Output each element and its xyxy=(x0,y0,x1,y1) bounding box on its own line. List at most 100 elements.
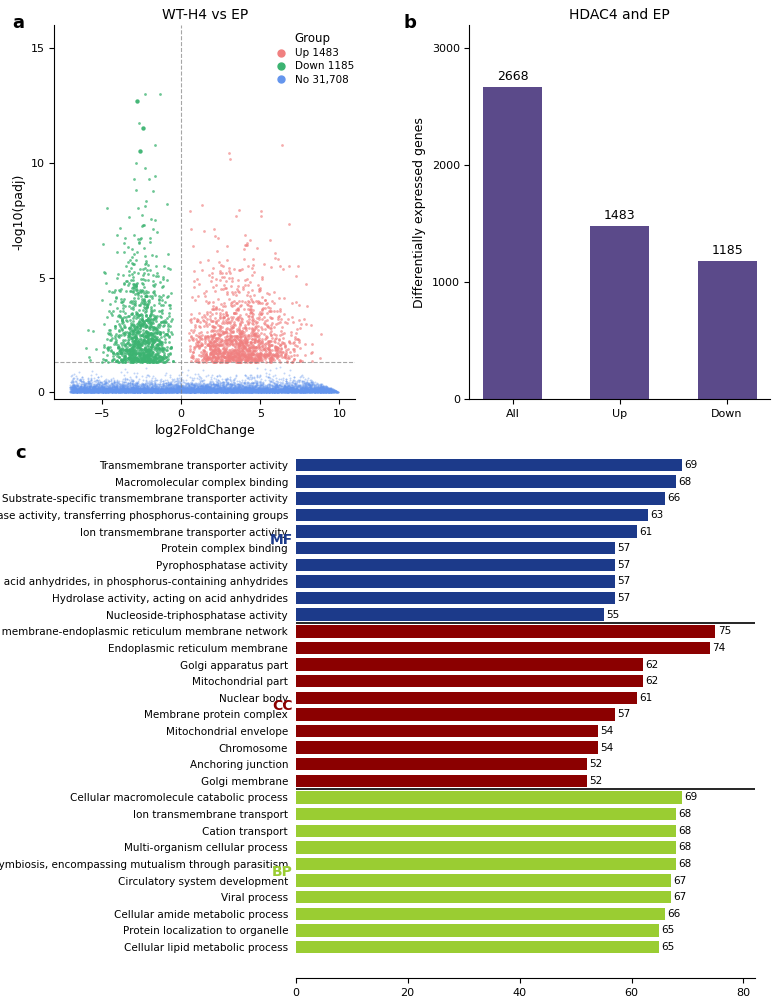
Point xyxy=(92,379,104,395)
Point xyxy=(100,382,112,398)
Point xyxy=(108,382,121,398)
Point xyxy=(200,349,212,365)
Point xyxy=(127,276,139,292)
Point xyxy=(203,329,216,345)
Point xyxy=(294,384,307,400)
Point xyxy=(215,383,227,399)
Point xyxy=(75,370,87,386)
Point xyxy=(194,378,206,394)
Point xyxy=(117,383,130,399)
Point xyxy=(91,377,103,393)
Point xyxy=(233,382,245,398)
Point xyxy=(221,383,233,399)
Point xyxy=(230,383,243,399)
Point xyxy=(226,333,238,349)
Point xyxy=(230,300,243,316)
Point xyxy=(315,380,328,396)
Point xyxy=(319,380,331,396)
Bar xyxy=(296,625,716,638)
Point xyxy=(158,375,170,391)
Point xyxy=(88,384,100,400)
Point xyxy=(309,383,321,399)
Point xyxy=(144,376,156,392)
Point xyxy=(144,351,156,367)
Point xyxy=(112,382,124,398)
Point xyxy=(305,382,317,398)
Point xyxy=(90,381,103,397)
Point xyxy=(164,373,177,389)
Point xyxy=(102,383,114,399)
Point xyxy=(144,326,156,342)
Point xyxy=(107,348,119,364)
Point xyxy=(129,286,142,302)
Point xyxy=(270,376,282,392)
Point xyxy=(129,383,142,399)
Point xyxy=(308,374,321,390)
Point xyxy=(318,378,331,394)
Point xyxy=(135,383,147,399)
Point xyxy=(295,383,307,399)
Point xyxy=(156,383,168,399)
Point xyxy=(184,383,196,399)
Point xyxy=(289,381,301,397)
Point xyxy=(91,383,103,399)
Point xyxy=(84,383,96,399)
Point xyxy=(127,379,139,395)
Point xyxy=(198,372,210,388)
Point xyxy=(286,383,299,399)
Point xyxy=(140,381,152,397)
Point xyxy=(193,383,205,399)
Point xyxy=(104,382,117,398)
Point xyxy=(223,342,235,358)
Point xyxy=(187,380,199,396)
Point xyxy=(280,314,293,330)
Point xyxy=(128,325,141,341)
Point xyxy=(107,383,119,399)
Point xyxy=(205,382,217,398)
Point xyxy=(241,383,254,399)
Point xyxy=(234,378,247,394)
Point xyxy=(260,383,272,399)
Point xyxy=(321,381,333,397)
Point xyxy=(146,314,159,330)
Point xyxy=(197,384,209,400)
Point xyxy=(231,354,244,370)
Point xyxy=(244,384,256,400)
Point xyxy=(296,375,309,391)
Point xyxy=(154,378,166,394)
Point xyxy=(302,383,314,399)
Point xyxy=(238,382,251,398)
Point xyxy=(318,381,331,397)
Point xyxy=(107,377,120,393)
Point xyxy=(252,384,265,400)
Point xyxy=(96,380,109,396)
Point xyxy=(150,384,163,400)
Point xyxy=(117,384,130,400)
Point xyxy=(117,384,130,400)
Point xyxy=(85,381,97,397)
Point xyxy=(149,320,162,336)
Point xyxy=(82,382,95,398)
Point xyxy=(321,383,334,399)
Point xyxy=(82,370,94,386)
Point xyxy=(149,268,162,284)
Point xyxy=(263,346,275,362)
Point xyxy=(187,322,200,338)
Point xyxy=(69,379,82,395)
Point xyxy=(119,384,131,400)
Point xyxy=(140,383,152,399)
Point xyxy=(223,384,235,400)
Point xyxy=(117,380,129,396)
Point xyxy=(131,338,143,354)
Point xyxy=(142,334,154,350)
Point xyxy=(110,379,122,395)
Point xyxy=(239,347,251,363)
Point xyxy=(261,378,273,394)
Point xyxy=(128,228,141,244)
Point xyxy=(293,382,305,398)
Point xyxy=(93,384,105,400)
Point xyxy=(184,311,196,327)
Point xyxy=(305,380,317,396)
Point xyxy=(284,372,296,388)
Point xyxy=(230,384,243,400)
